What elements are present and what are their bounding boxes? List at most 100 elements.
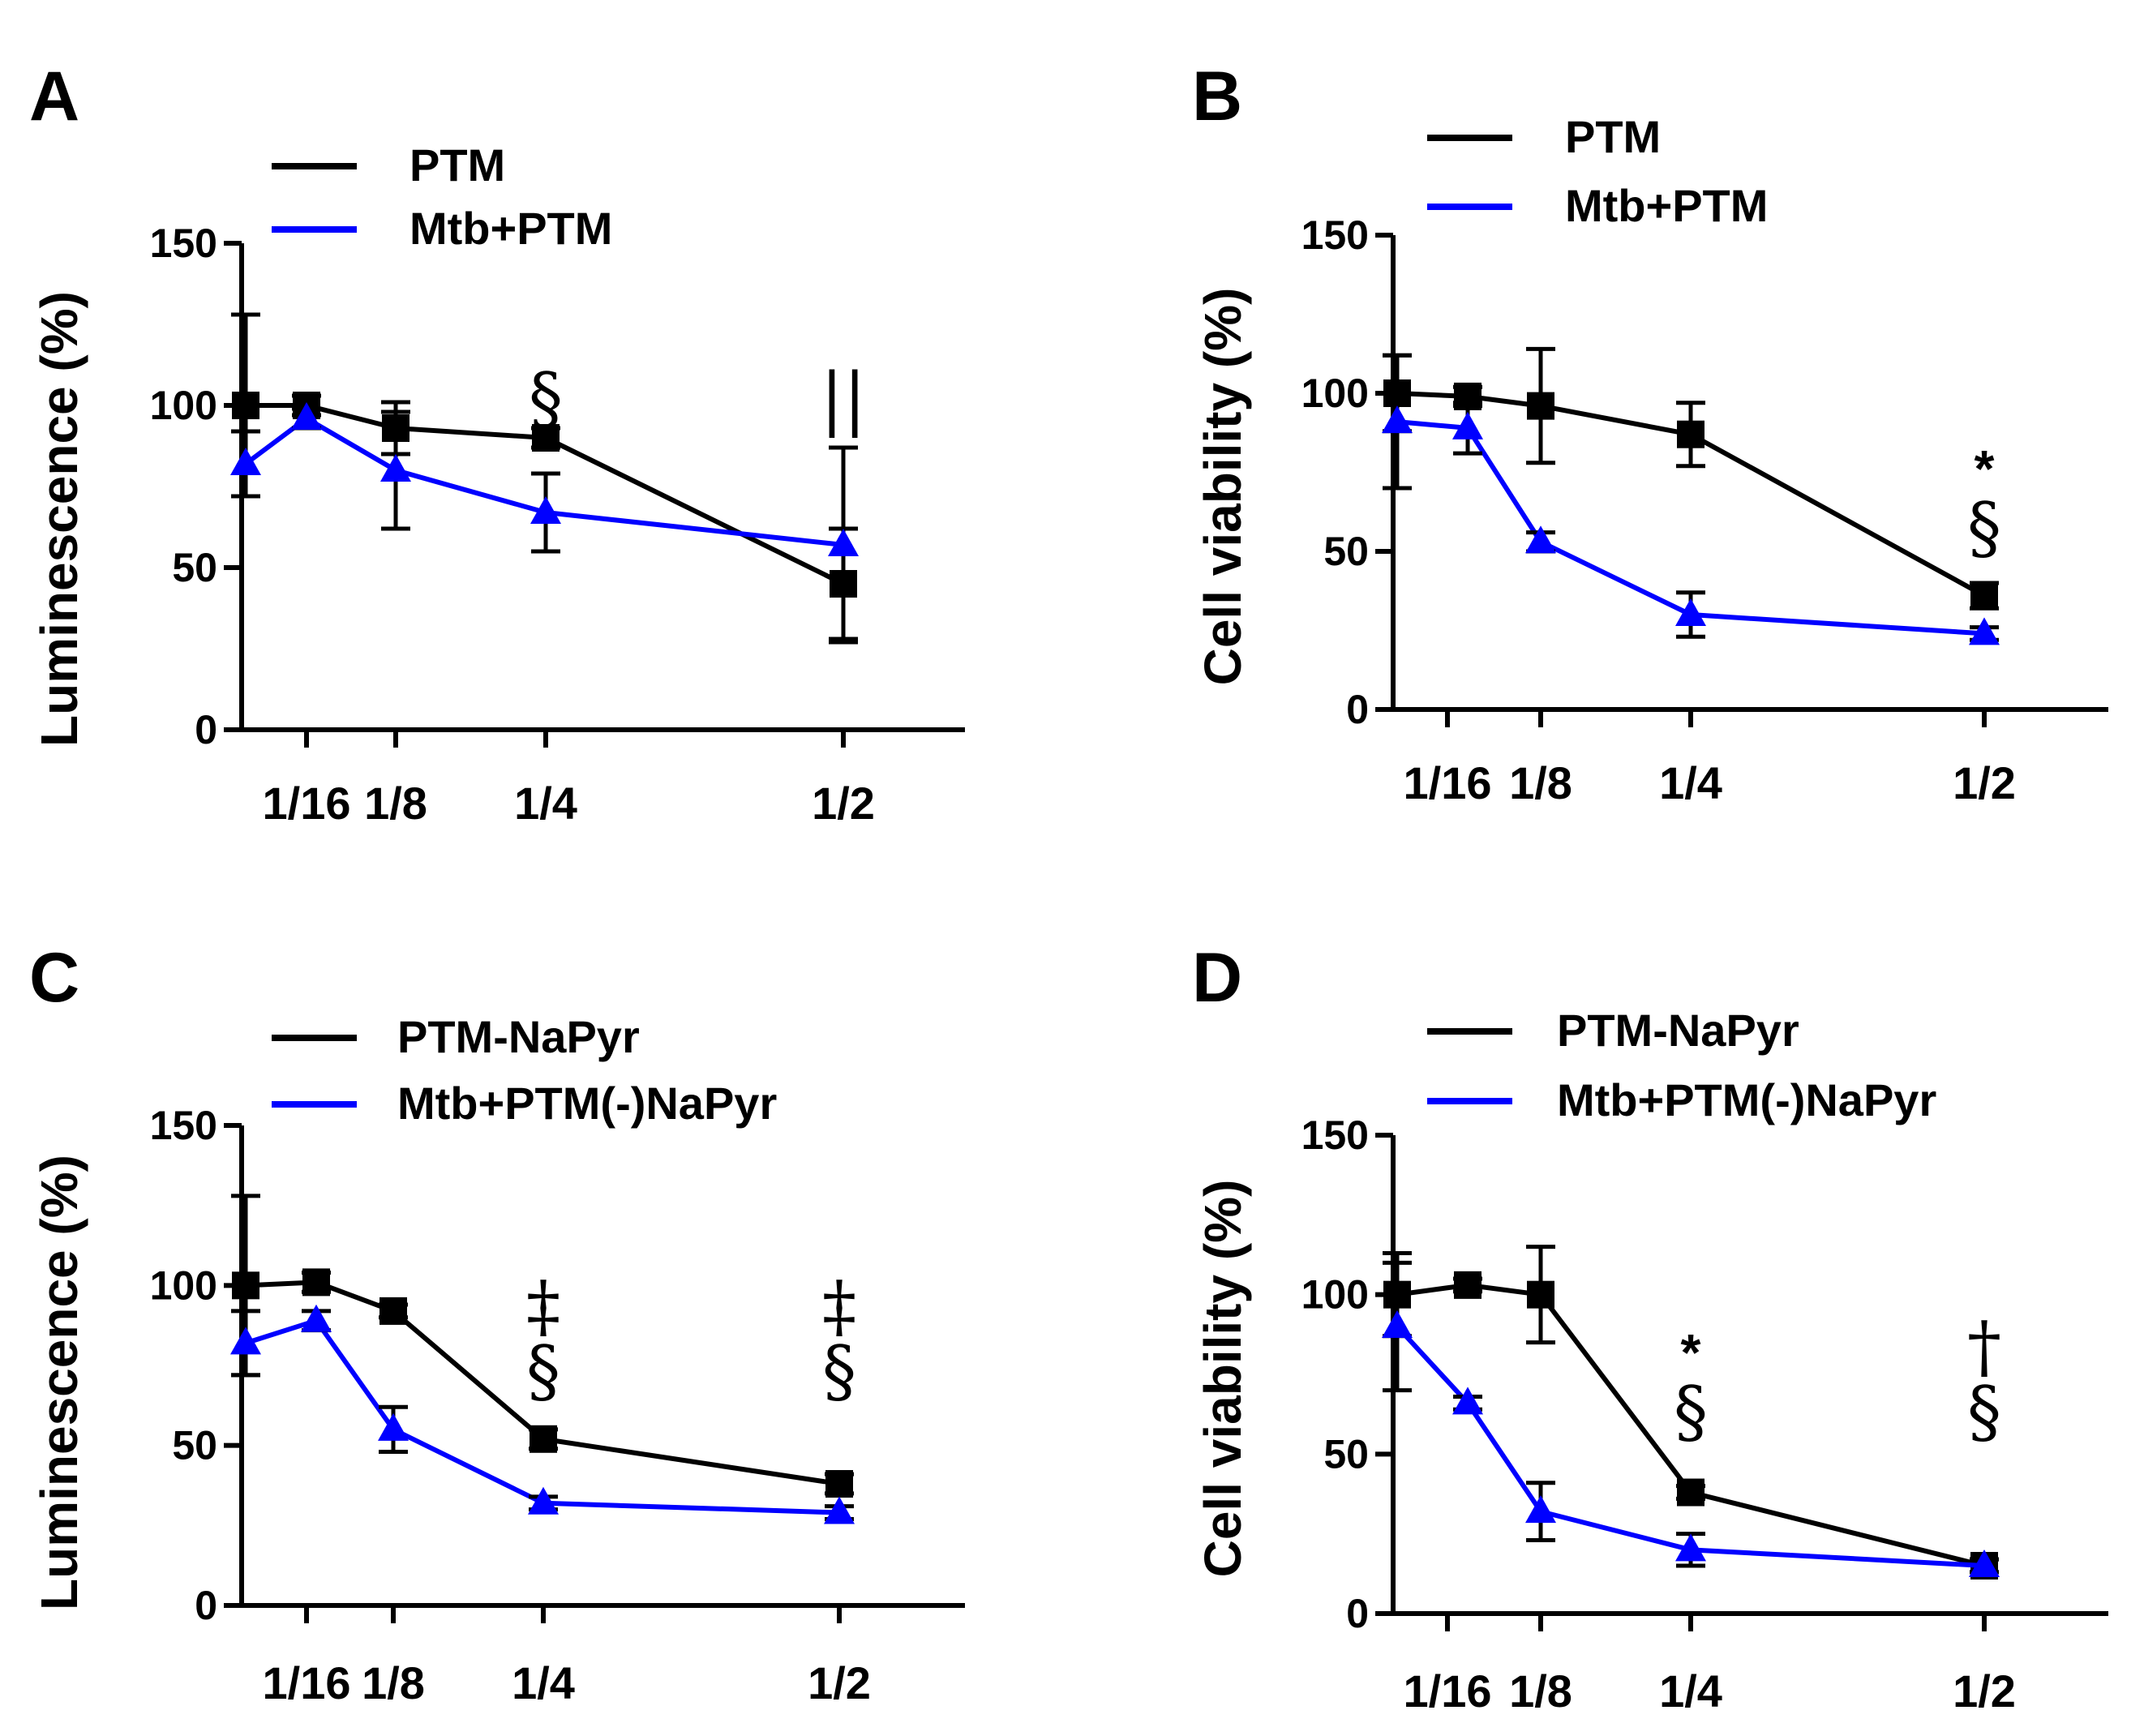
annotation-b-0-1: § <box>1967 488 2001 568</box>
legend-label-d-0: PTM-NaPyr <box>1557 1005 1799 1056</box>
annotation-a-0-0: § <box>529 358 563 438</box>
point-d-0-2 <box>1527 1280 1554 1309</box>
y-tick-label-b-0: 0 <box>1346 687 1369 732</box>
point-c-1-1 <box>301 1304 332 1332</box>
point-d-1-1 <box>1452 1387 1483 1415</box>
annotation-d-0-1: § <box>1674 1372 1708 1451</box>
point-c-0-0 <box>232 1271 259 1300</box>
legend-d: PTM-NaPyr Mtb+PTM(-)NaPyr <box>1427 1005 1936 1125</box>
legend-b: PTM Mtb+PTM <box>1427 111 1768 231</box>
legend-c: PTM-NaPyr Mtb+PTM(-)NaPyr <box>272 1011 777 1129</box>
panel-label-a: A <box>29 58 79 135</box>
point-b-1-0 <box>1382 405 1413 434</box>
point-d-0-1 <box>1454 1271 1482 1299</box>
y-tick-label-a-0: 0 <box>195 707 217 752</box>
point-b-1-1 <box>1452 411 1483 439</box>
annotation-b-0-0: * <box>1975 439 1995 498</box>
x-tick-label-b-2: 1/4 <box>1659 757 1722 808</box>
x-tick-label-c-1: 1/8 <box>362 1657 425 1708</box>
y-axis-label-c: Luminescence (%) <box>30 1155 88 1610</box>
panel-label-b: B <box>1192 58 1242 135</box>
series-a-1 <box>230 402 859 645</box>
legend-a: PTM Mtb+PTM <box>272 139 612 254</box>
annotation-d-0-0: * <box>1681 1323 1701 1382</box>
x-tick-label-d-1: 1/8 <box>1509 1665 1572 1717</box>
point-b-0-4 <box>1970 581 1998 610</box>
point-b-0-3 <box>1677 420 1704 448</box>
y-tick-label-d-0: 0 <box>1346 1591 1369 1636</box>
y-axis-label-b: Cell viability (%) <box>1194 288 1252 686</box>
y-tick-label-c-2: 100 <box>150 1262 217 1308</box>
legend-label-c-1: Mtb+PTM(-)NaPyr <box>397 1078 777 1129</box>
panel-a: A PTM Mtb+PTM Luminescence (%) 0 50 100 150… <box>29 58 965 829</box>
x-tick-label-b-0: 1/16 <box>1404 757 1492 808</box>
point-b-1-4 <box>1969 617 2000 645</box>
series-b-1 <box>1382 353 2000 645</box>
point-d-1-4 <box>1969 1550 2000 1577</box>
annotation-d-1-1: § <box>1967 1372 2001 1451</box>
y-tick-label-c-3: 150 <box>150 1103 217 1148</box>
legend-label-a-0: PTM <box>410 139 505 191</box>
point-a-0-3 <box>532 424 560 452</box>
point-c-0-3 <box>530 1425 557 1453</box>
point-d-1-0 <box>1382 1310 1413 1338</box>
legend-label-c-0: PTM-NaPyr <box>397 1011 640 1062</box>
panel-d: D PTM-NaPyr Mtb+PTM(-)NaPyr Cell viabili… <box>1192 939 2108 1717</box>
annotation-c-0-0: ‡ <box>526 1267 560 1346</box>
series-c-1 <box>230 1304 855 1524</box>
y-tick-label-b-2: 100 <box>1301 371 1369 416</box>
y-tick-label-c-0: 0 <box>195 1583 217 1628</box>
panel-label-c: C <box>29 939 79 1017</box>
x-tick-label-b-3: 1/2 <box>1953 757 2016 808</box>
y-tick-label-d-3: 150 <box>1301 1112 1369 1158</box>
y-tick-label-d-1: 50 <box>1323 1431 1369 1477</box>
point-a-0-0 <box>232 392 259 419</box>
point-a-1-1 <box>291 402 322 430</box>
point-d-1-2 <box>1525 1495 1556 1524</box>
series-d-1 <box>1382 1260 2000 1577</box>
point-c-0-2 <box>379 1297 407 1325</box>
point-c-1-0 <box>230 1327 261 1355</box>
point-b-1-3 <box>1675 598 1706 626</box>
y-tick-label-a-2: 100 <box>150 383 217 428</box>
annotation-a-1-0: || <box>821 358 867 438</box>
plot-area-a: 0 50 100 150 1/16 1/8 1/4 1/2 § || <box>150 221 965 829</box>
series-d-0 <box>1383 1245 1999 1580</box>
point-c-0-1 <box>302 1268 330 1297</box>
annotation-c-1-1: § <box>822 1331 856 1411</box>
x-tick-label-a-3: 1/2 <box>812 778 875 829</box>
point-d-0-3 <box>1677 1478 1704 1507</box>
point-b-0-2 <box>1527 392 1554 420</box>
legend-label-a-1: Mtb+PTM <box>410 203 612 254</box>
panel-label-d: D <box>1192 939 1242 1017</box>
x-tick-label-a-2: 1/4 <box>514 778 577 829</box>
y-tick-label-b-3: 150 <box>1301 212 1369 258</box>
x-tick-label-c-3: 1/2 <box>808 1657 871 1708</box>
x-tick-label-c-2: 1/4 <box>512 1657 575 1708</box>
series-b-0 <box>1383 346 1999 611</box>
point-a-1-3 <box>530 496 561 524</box>
panel-b: B PTM Mtb+PTM Cell viability (%) 0 50 100 1… <box>1192 58 2108 808</box>
annotation-c-1-0: ‡ <box>822 1267 856 1346</box>
x-tick-label-c-0: 1/16 <box>263 1657 351 1708</box>
y-axis-label-a: Luminescence (%) <box>30 291 88 747</box>
point-a-1-0 <box>230 448 261 475</box>
point-d-1-3 <box>1675 1533 1706 1562</box>
y-tick-label-d-2: 100 <box>1301 1272 1369 1318</box>
y-tick-label-c-1: 50 <box>172 1423 217 1468</box>
legend-label-b-1: Mtb+PTM <box>1565 180 1768 231</box>
panel-c: C PTM-NaPyr Mtb+PTM(-)NaPyr Luminescence… <box>29 939 965 1708</box>
x-tick-label-b-1: 1/8 <box>1509 757 1572 808</box>
x-tick-label-d-3: 1/2 <box>1953 1665 2016 1717</box>
annotation-c-0-1: § <box>526 1331 560 1411</box>
x-tick-label-a-1: 1/8 <box>364 778 427 829</box>
point-c-1-4 <box>824 1496 855 1524</box>
y-axis-label-d: Cell viability (%) <box>1194 1180 1252 1578</box>
point-a-1-2 <box>380 454 411 482</box>
y-tick-label-a-1: 50 <box>172 545 217 590</box>
point-c-1-2 <box>378 1412 409 1441</box>
annotation-d-1-0: † <box>1967 1307 2001 1387</box>
x-tick-label-a-0: 1/16 <box>263 778 351 829</box>
